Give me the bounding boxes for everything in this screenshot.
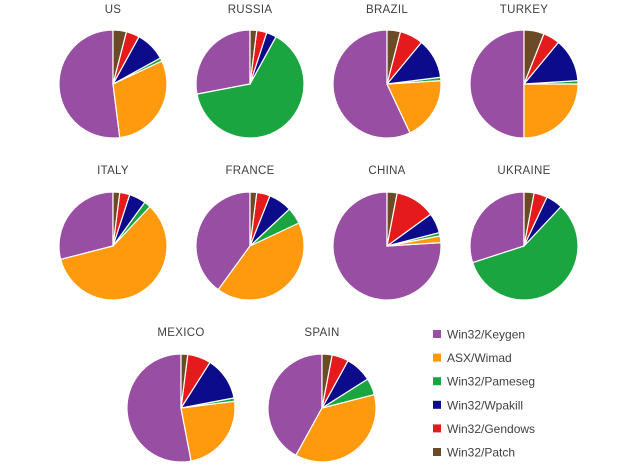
pie-france: FRANCE	[195, 165, 305, 301]
legend-item-win32-gendows: Win32/Gendows	[433, 422, 535, 436]
pie-title-ukraine: UKRAINE	[497, 165, 550, 177]
slice-mexico-win32-keygen	[126, 353, 192, 463]
legend-label: Win32/Keygen	[447, 328, 525, 342]
slice-turkey-asx-wimad	[523, 83, 579, 139]
slice-italy-asx-wimad	[60, 206, 168, 301]
slice-italy-win32-keygen	[58, 191, 114, 261]
slice-italy-win32-patch	[112, 191, 121, 247]
slice-us-asx-wimad	[112, 60, 168, 139]
legend-label: Win32/Pameseg	[447, 375, 535, 389]
slice-ukraine-win32-pameseg	[472, 206, 579, 301]
slice-brazil-win32-keygen	[332, 29, 411, 139]
pie-title-spain: SPAIN	[304, 327, 339, 339]
slice-spain-win32-patch	[321, 353, 333, 409]
pie-russia: RUSSIA	[195, 4, 305, 139]
slice-france-asx-wimad	[217, 222, 305, 301]
pie-title-italy: ITALY	[97, 165, 129, 177]
pie-us: US	[58, 4, 168, 139]
slice-france-win32-keygen	[195, 191, 251, 291]
legend-swatch	[433, 353, 441, 362]
slice-china-win32-patch	[386, 191, 398, 247]
slice-ukraine-win32-keygen	[469, 191, 525, 264]
pie-title-mexico: MEXICO	[157, 327, 204, 339]
slice-turkey-win32-keygen	[469, 29, 525, 139]
legend-item-win32-patch: Win32/Patch	[433, 446, 515, 460]
slice-russia-win32-patch	[249, 29, 258, 85]
pie-turkey: TURKEY	[469, 4, 579, 139]
legend-label: ASX/Wimad	[447, 351, 512, 365]
pie-title-china: CHINA	[368, 165, 405, 177]
pie-italy: ITALY	[58, 165, 168, 301]
slice-us-win32-patch	[112, 29, 128, 85]
legend: Win32/Keygen ASX/Wimad Win32/Pameseg Win32/…	[433, 328, 535, 460]
legend-swatch	[433, 448, 441, 456]
legend-label: Win32/Wpakill	[447, 398, 523, 412]
slice-mexico-win32-patch	[180, 353, 189, 409]
slice-spain-asx-wimad	[295, 393, 377, 463]
slice-russia-win32-pameseg	[196, 36, 305, 139]
legend-item-asx-wimad: ASX/Wimad	[433, 351, 512, 365]
pie-title-us: US	[105, 4, 122, 16]
pie-title-turkey: TURKEY	[500, 4, 548, 16]
pie-mexico: MEXICO	[126, 327, 236, 463]
legend-swatch	[433, 400, 441, 409]
slice-brazil-win32-patch	[386, 29, 402, 85]
slice-russia-win32-keygen	[195, 29, 251, 95]
legend-item-win32-keygen: Win32/Keygen	[433, 328, 525, 342]
slice-mexico-asx-wimad	[180, 400, 236, 462]
legend-item-win32-wpakill: Win32/Wpakill	[433, 398, 523, 412]
pie-spain: SPAIN	[267, 327, 377, 463]
legend-swatch	[433, 377, 441, 386]
legend-item-win32-pameseg: Win32/Pameseg	[433, 375, 535, 389]
legend-swatch	[433, 424, 441, 433]
slice-spain-win32-keygen	[267, 353, 323, 456]
pie-brazil: BRAZIL	[332, 4, 442, 139]
slice-brazil-asx-wimad	[386, 80, 442, 134]
pie-title-france: FRANCE	[225, 165, 274, 177]
pie-ukraine: UKRAINE	[469, 165, 579, 301]
legend-swatch	[433, 330, 441, 338]
pie-title-brazil: BRAZIL	[366, 4, 408, 16]
slice-turkey-win32-patch	[523, 29, 545, 85]
slice-us-win32-keygen	[58, 29, 121, 139]
legend-label: Win32/Gendows	[447, 422, 535, 436]
pie-china: CHINA	[332, 165, 442, 301]
slice-ukraine-win32-patch	[523, 191, 535, 247]
legend-label: Win32/Patch	[447, 446, 515, 460]
slice-france-win32-patch	[249, 191, 258, 247]
pie-title-russia: RUSSIA	[228, 4, 273, 16]
